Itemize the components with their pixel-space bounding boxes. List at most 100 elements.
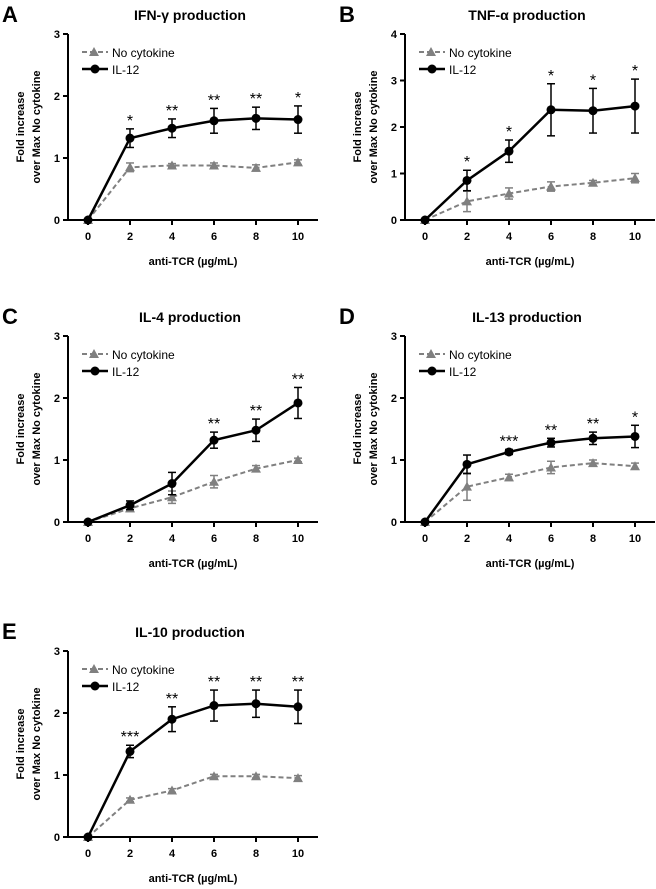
y-tick-label: 3: [54, 29, 60, 41]
x-tick-label: 2: [464, 533, 470, 545]
data-point-circle: [546, 438, 556, 448]
legend-triangle-icon: [89, 664, 99, 673]
significance-marker: **: [250, 674, 262, 691]
data-point-triangle: [630, 173, 640, 183]
data-point-circle: [251, 113, 261, 123]
significance-marker: **: [208, 92, 220, 109]
legend-label: IL-12: [449, 365, 477, 379]
x-tick-label: 4: [506, 231, 513, 243]
significance-marker: **: [587, 416, 599, 433]
x-tick-label: 0: [85, 848, 91, 860]
significance-marker: **: [208, 416, 220, 433]
data-point-circle: [167, 123, 177, 133]
legend-label: IL-12: [112, 365, 140, 379]
data-point-triangle: [167, 160, 177, 170]
data-point-circle: [462, 175, 472, 185]
y-tick-label: 2: [54, 91, 60, 103]
data-point-triangle: [504, 472, 514, 482]
data-point-circle: [588, 433, 598, 443]
significance-marker: **: [250, 403, 262, 420]
panel-letter: B: [339, 2, 355, 27]
data-point-triangle: [167, 492, 177, 502]
y-tick-label: 2: [54, 708, 60, 720]
x-tick-label: 6: [211, 533, 217, 545]
data-point-circle: [209, 435, 219, 445]
series-il-12: [420, 78, 640, 225]
legend: No cytokine IL-12: [82, 348, 175, 379]
x-tick-label: 0: [85, 533, 91, 545]
data-point-triangle: [462, 196, 472, 206]
data-point-circle: [420, 215, 430, 225]
x-tick-label: 2: [127, 848, 133, 860]
data-point-circle: [462, 459, 472, 469]
series-line: [424, 177, 636, 221]
series-line: [87, 459, 299, 523]
legend-triangle-icon: [426, 47, 436, 56]
data-point-triangle: [630, 461, 640, 471]
series-line: [87, 401, 299, 524]
legend-triangle-icon: [426, 349, 436, 358]
legend: No cytokine IL-12: [419, 348, 512, 379]
legend: No cytokine IL-12: [419, 46, 512, 77]
panel-letter: C: [2, 304, 18, 329]
data-point-triangle: [251, 463, 261, 473]
data-point-circle: [167, 714, 177, 724]
y-tick-label: 0: [54, 215, 60, 227]
x-tick-label: 4: [169, 848, 176, 860]
x-tick-label: 10: [629, 231, 641, 243]
series-line: [424, 104, 636, 221]
chart-title: IL-13 production: [472, 309, 582, 325]
series-il-12: [83, 689, 303, 842]
y-tick-label: 4: [391, 29, 398, 41]
x-tick-label: 10: [292, 848, 304, 860]
panel-letter: A: [2, 2, 18, 27]
y-tick-label: 1: [391, 455, 397, 467]
data-point-triangle: [293, 773, 303, 783]
legend-label: No cytokine: [112, 663, 175, 677]
panel-letter: D: [339, 304, 355, 329]
data-point-circle: [83, 215, 93, 225]
y-tick-label: 3: [391, 76, 397, 88]
y-tick-label: 0: [54, 517, 60, 529]
x-tick-label: 4: [169, 231, 176, 243]
series-il-12: [83, 386, 303, 527]
x-tick-label: 2: [127, 533, 133, 545]
y-tick-label: 1: [391, 169, 397, 181]
significance-marker: **: [166, 103, 178, 120]
chart-title: TNF-α production: [468, 7, 585, 23]
series-line: [86, 702, 299, 838]
x-axis-label: anti-TCR (µg/mL): [486, 256, 575, 268]
data-point-circle: [588, 106, 598, 116]
significance-marker: **: [292, 674, 304, 691]
x-tick-label: 8: [253, 231, 259, 243]
data-point-circle: [293, 702, 303, 712]
panel-a: A IFN-γ production 0 1 2 3 0 2 4 6 8 10 anti-TCR (µg…: [2, 2, 318, 268]
significance-marker: **: [166, 691, 178, 708]
y-axis-label: Fold increase: [352, 92, 364, 163]
series-line: [87, 775, 299, 838]
y-tick-label: 2: [391, 393, 397, 405]
legend-label: IL-12: [449, 63, 477, 77]
data-point-triangle: [251, 771, 261, 781]
significance-marker: ***: [500, 433, 519, 450]
data-point-circle: [251, 425, 261, 435]
y-axis-label: over Max No cytokine: [31, 372, 43, 485]
significance-marker: *: [295, 90, 301, 107]
data-point-triangle: [588, 177, 598, 187]
legend: No cytokine IL-12: [82, 46, 175, 77]
significance-marker: **: [250, 91, 262, 108]
y-axis-label: Fold increase: [15, 709, 27, 780]
legend-triangle-icon: [89, 47, 99, 56]
data-point-triangle: [125, 794, 135, 804]
legend-circle-icon: [90, 681, 100, 691]
data-point-triangle: [546, 181, 556, 191]
data-point-circle: [630, 431, 640, 441]
data-point-circle: [251, 699, 261, 709]
chart-title: IL-4 production: [139, 309, 241, 325]
y-tick-label: 1: [54, 455, 60, 467]
legend: No cytokine IL-12: [82, 663, 175, 694]
data-point-circle: [125, 746, 135, 756]
x-tick-label: 2: [127, 231, 133, 243]
data-point-circle: [630, 101, 640, 111]
